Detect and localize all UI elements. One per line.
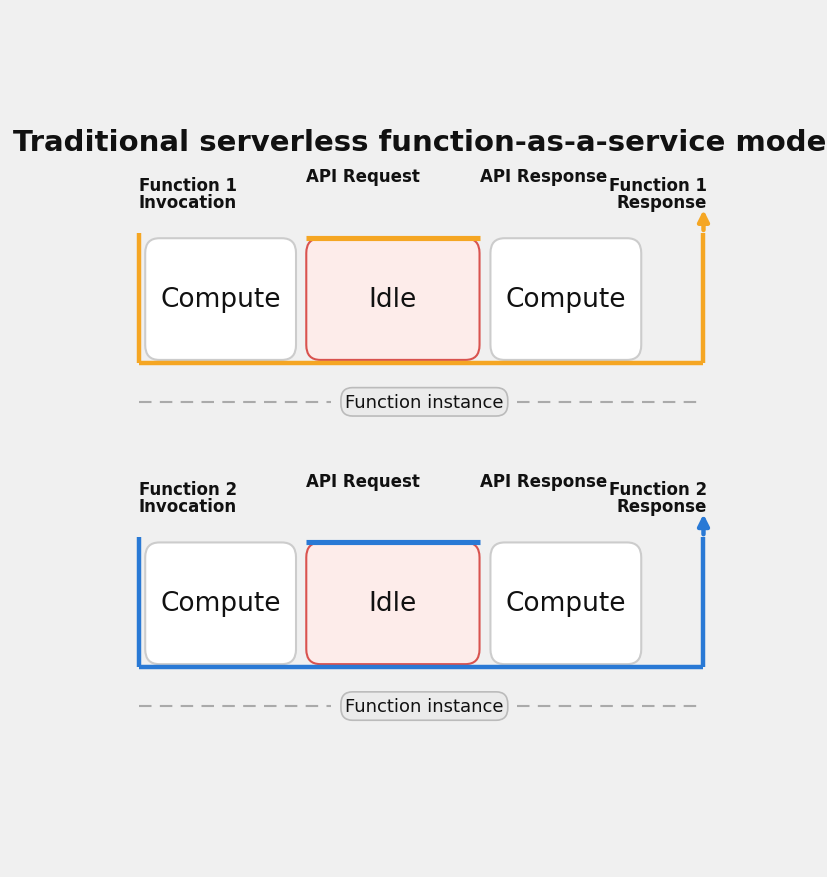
FancyBboxPatch shape [341,692,507,720]
Text: API Response: API Response [479,168,606,186]
FancyBboxPatch shape [341,389,507,417]
Text: Function 1: Function 1 [139,176,237,195]
Text: Idle: Idle [368,287,417,313]
Text: API Request: API Request [306,472,419,490]
FancyBboxPatch shape [306,239,479,360]
Text: Traditional serverless function-as-a-service model: Traditional serverless function-as-a-ser… [12,128,827,156]
FancyBboxPatch shape [306,543,479,665]
Text: Invocation: Invocation [139,194,237,212]
Text: Function 1: Function 1 [608,176,706,195]
Text: Response: Response [615,194,706,212]
Text: Compute: Compute [505,287,625,313]
Text: Compute: Compute [160,590,280,617]
Text: Function instance: Function instance [345,697,503,716]
Text: Invocation: Invocation [139,498,237,516]
Text: Compute: Compute [505,590,625,617]
Text: Function 2: Function 2 [608,481,706,498]
FancyBboxPatch shape [145,543,296,665]
FancyBboxPatch shape [490,543,640,665]
Text: Function 2: Function 2 [139,481,237,498]
Text: Compute: Compute [160,287,280,313]
Text: API Request: API Request [306,168,419,186]
Text: Idle: Idle [368,590,417,617]
FancyBboxPatch shape [490,239,640,360]
Text: Response: Response [615,498,706,516]
FancyBboxPatch shape [145,239,296,360]
Text: API Response: API Response [479,472,606,490]
Text: Function instance: Function instance [345,394,503,411]
